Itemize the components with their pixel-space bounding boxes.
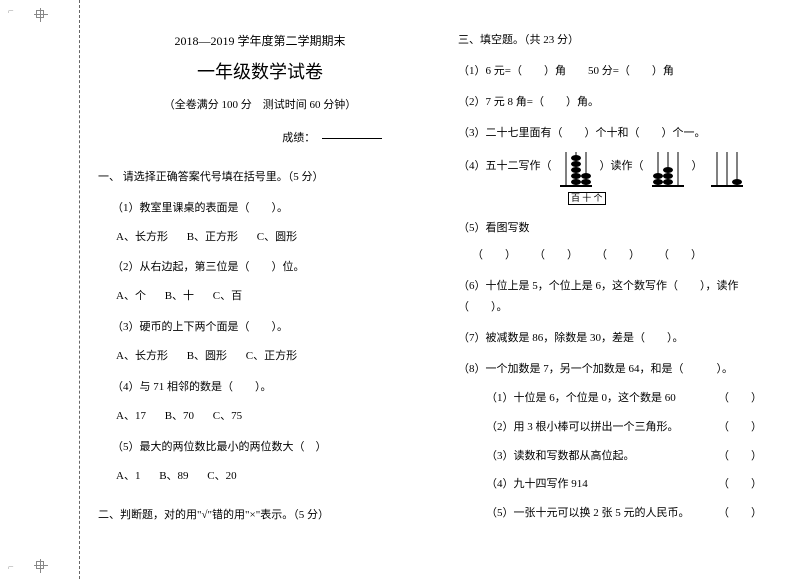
r-q8-s4-p: （ ）: [718, 474, 762, 495]
q1-b: B、正方形: [187, 231, 238, 243]
r-q5-b4: （ ）: [658, 245, 702, 266]
q2: （2）从右边起，第三位是（ ）位。: [98, 257, 422, 278]
section-1-head: 一、 请选择正确答案代号填在括号里。（5 分）: [98, 167, 422, 188]
crop-mark-bottom: ⌐: [8, 562, 14, 573]
header-year: 2018—2019 学年度第二学期期末: [98, 30, 422, 53]
column-right: 三、填空题。（共 23 分） （1）6 元=（ ）角 50 分=（ ）角 （2）…: [440, 0, 800, 579]
r-q4-b: ）读作（: [600, 156, 644, 177]
r-q4-c: ）: [692, 156, 703, 177]
anchor-bottom: [36, 561, 44, 569]
q4: （4）与 71 相邻的数是（ ）。: [98, 377, 422, 398]
abacus-2-icon: [650, 146, 686, 188]
anchor-top: [36, 10, 44, 18]
score-line: 成绩：: [98, 128, 422, 149]
q1: （1）教室里课桌的表面是（ ）。: [98, 198, 422, 219]
header-meta: （全卷满分 100 分 测试时间 60 分钟）: [98, 95, 422, 116]
q4-b: B、70: [165, 410, 194, 422]
crop-mark-top: ⌐: [8, 6, 14, 17]
q5-c: C、20: [207, 470, 236, 482]
section-3-head: 三、填空题。（共 23 分）: [458, 30, 782, 51]
r-q8-s3-t: （3）读数和写数都从高位起。: [486, 450, 635, 462]
r-q5-b3: （ ）: [596, 245, 640, 266]
q1-c: C、圆形: [257, 231, 297, 243]
q3-opts: A、长方形 B、圆形 C、正方形: [98, 346, 422, 367]
q3: （3）硬币的上下两个面是（ ）。: [98, 317, 422, 338]
r-q5-blanks: （ ） （ ） （ ） （ ）: [458, 245, 782, 266]
score-underline: [322, 138, 382, 139]
header-title: 一年级数学试卷: [98, 55, 422, 89]
q4-opts: A、17 B、70 C、75: [98, 406, 422, 427]
binding-margin: ⌐ ⌐: [0, 0, 80, 579]
q1-opts: A、长方形 B、正方形 C、圆形: [98, 227, 422, 248]
r-q8-s2-t: （2）用 3 根小棒可以拼出一个三角形。: [486, 421, 679, 433]
r-q8-s5: （5）一张十元可以换 2 张 5 元的人民币。 （ ）: [458, 503, 782, 524]
section-2-head: 二、判断题，对的用"√"错的用"×"表示。（5 分）: [98, 505, 422, 526]
abacus-label-row: 百 十 个: [458, 188, 782, 209]
r-q8-s5-t: （5）一张十元可以换 2 张 5 元的人民币。: [486, 507, 690, 519]
r-q6: （6）十位上是 5，个位上是 6，这个数写作（ ），读作（ ）。: [458, 276, 782, 318]
r-q8-s1-p: （ ）: [718, 388, 762, 409]
r-q5: （5）看图写数: [458, 218, 782, 239]
abacus-label: 百 十 个: [568, 192, 606, 206]
score-label: 成绩：: [282, 132, 315, 144]
q3-b: B、圆形: [187, 350, 227, 362]
q4-a: A、17: [116, 410, 146, 422]
r-q8-s1: （1）十位是 6，个位是 0，这个数是 60 （ ）: [458, 388, 782, 409]
r-q2: （2）7 元 8 角=（ ）角。: [458, 92, 782, 113]
q2-b: B、十: [165, 290, 194, 302]
section-1: 一、 请选择正确答案代号填在括号里。（5 分） （1）教室里课桌的表面是（ ）。…: [98, 167, 422, 487]
column-left: 2018—2019 学年度第二学期期末 一年级数学试卷 （全卷满分 100 分 …: [80, 0, 440, 579]
q2-c: C、百: [213, 290, 242, 302]
r-q8-s1-t: （1）十位是 6，个位是 0，这个数是 60: [486, 392, 676, 404]
abacus-1-icon: [558, 146, 594, 188]
abacus-3-icon: [709, 146, 745, 188]
r-q8-s4-t: （4）九十四写作 914: [486, 478, 588, 490]
r-q8-s4: （4）九十四写作 914 （ ）: [458, 474, 782, 495]
q5-opts: A、1 B、89 C、20: [98, 466, 422, 487]
r-q5-b1: （ ）: [472, 245, 516, 266]
q4-c: C、75: [213, 410, 242, 422]
q5-a: A、1: [116, 470, 140, 482]
r-q3: （3）二十七里面有（ ）个十和（ ）个一。: [458, 123, 782, 144]
r-q8-s5-p: （ ）: [718, 503, 762, 524]
r-q4-a: （4）五十二写作（: [458, 156, 552, 177]
exam-page: ⌐ ⌐ 2018—2019 学年度第二学期期末 一年级数学试卷 （全卷满分 10…: [0, 0, 800, 579]
r-q1: （1）6 元=（ ）角 50 分=（ ）角: [458, 61, 782, 82]
r-q8-s2: （2）用 3 根小棒可以拼出一个三角形。 （ ）: [458, 417, 782, 438]
q1-a: A、长方形: [116, 231, 168, 243]
r-q8-s3: （3）读数和写数都从高位起。 （ ）: [458, 446, 782, 467]
q3-a: A、长方形: [116, 350, 168, 362]
section-2: 二、判断题，对的用"√"错的用"×"表示。（5 分）: [98, 505, 422, 526]
q2-opts: A、个 B、十 C、百: [98, 286, 422, 307]
q2-a: A、个: [116, 290, 146, 302]
r-q8: （8）一个加数是 7，另一个加数是 64，和是（ ）。: [458, 359, 782, 380]
r-q5-b2: （ ）: [534, 245, 578, 266]
r-q7: （7）被减数是 86，除数是 30，差是（ ）。: [458, 328, 782, 349]
q3-c: C、正方形: [246, 350, 297, 362]
q5: （5）最大的两位数比最小的两位数大（ ）: [98, 437, 422, 458]
r-q8-s3-p: （ ）: [718, 446, 762, 467]
q5-b: B、89: [159, 470, 188, 482]
r-q8-s2-p: （ ）: [718, 417, 762, 438]
r-q4: （4）五十二写作（ ）读作（: [458, 146, 782, 188]
